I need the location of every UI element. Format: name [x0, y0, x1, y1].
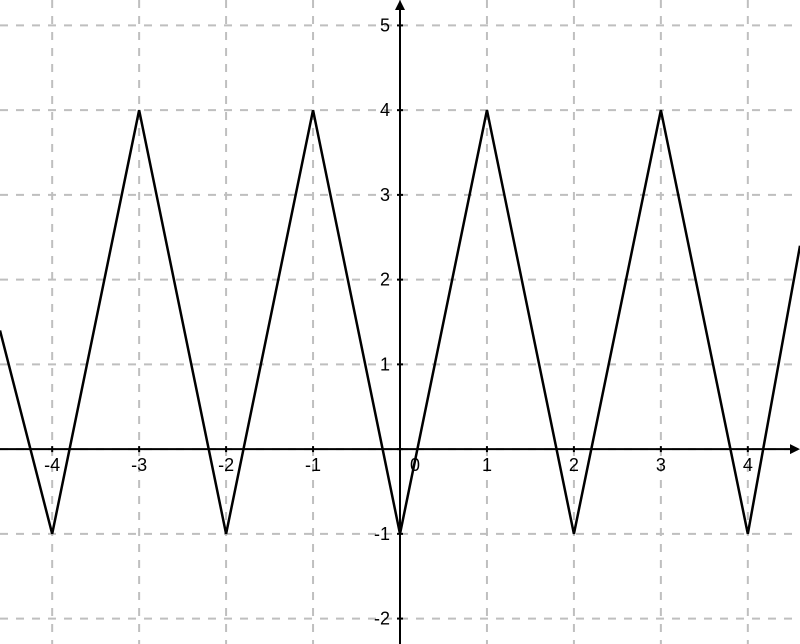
y-tick-label: 2: [380, 270, 390, 290]
y-tick-label: 4: [380, 100, 390, 120]
x-tick-label: -3: [131, 455, 147, 475]
y-tick-label: 5: [380, 15, 390, 35]
y-tick-label: 1: [380, 354, 390, 374]
y-tick-label: -2: [374, 609, 390, 629]
chart-svg: -4-3-2-11234-2-1012345: [0, 0, 800, 644]
x-tick-label: -4: [44, 455, 60, 475]
y-tick-label: 3: [380, 185, 390, 205]
triangle-wave-chart: -4-3-2-11234-2-1012345: [0, 0, 800, 644]
x-tick-label: 2: [569, 455, 579, 475]
x-tick-label: 4: [743, 455, 753, 475]
x-tick-label: -2: [218, 455, 234, 475]
y-tick-label: -1: [374, 524, 390, 544]
x-tick-label: -1: [305, 455, 321, 475]
x-tick-label: 1: [482, 455, 492, 475]
x-tick-label: 3: [656, 455, 666, 475]
